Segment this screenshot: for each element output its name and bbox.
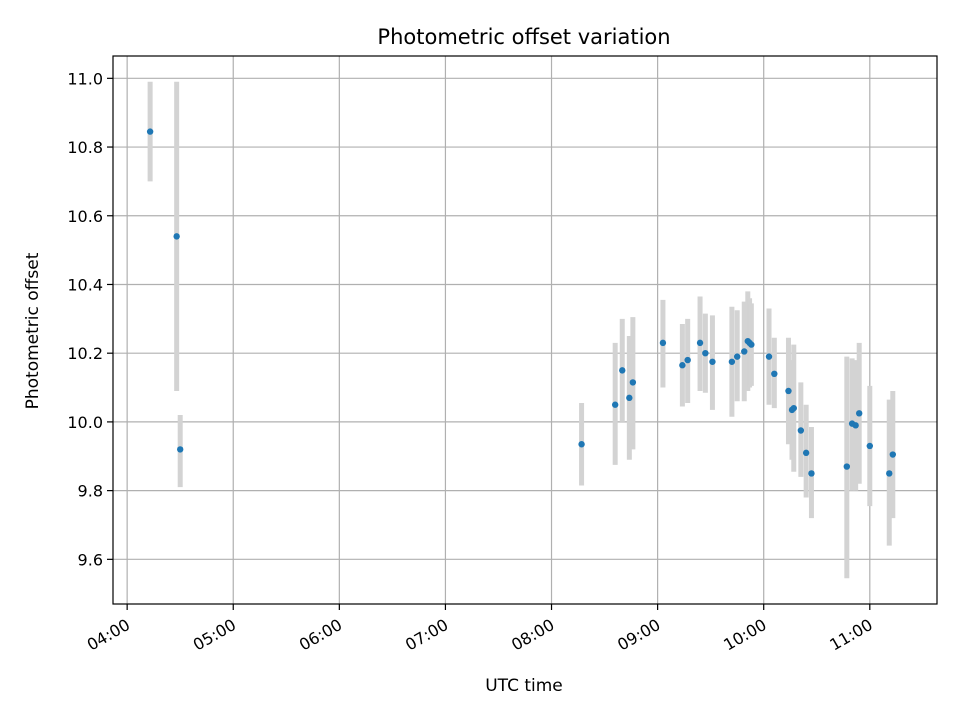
data-point — [728, 358, 736, 365]
data-point — [709, 358, 716, 365]
data-point — [146, 128, 154, 135]
y-axis-label: Photometric offset — [23, 252, 43, 409]
data-point — [889, 451, 896, 458]
y-tick-label: 10.2 — [67, 344, 103, 363]
data-point — [629, 379, 637, 386]
data-point — [659, 339, 667, 347]
x-axis-ticks: 04:00 05:00 06:00 07:00 08:00 09:00 10:00 11:00 — [84, 604, 876, 655]
data-point — [785, 387, 792, 395]
data-point — [765, 353, 773, 360]
data-point — [626, 394, 633, 402]
data-point — [886, 470, 893, 477]
data-point — [611, 401, 619, 408]
y-tick-label: 10.8 — [67, 138, 103, 157]
data-point — [843, 463, 851, 470]
x-tick-label: 09:00 — [614, 615, 663, 655]
data-point — [173, 233, 180, 240]
data-point — [619, 367, 626, 374]
x-tick-label: 04:00 — [84, 615, 133, 655]
data-point — [684, 356, 691, 364]
data-point — [797, 427, 805, 434]
data-point — [866, 442, 874, 450]
y-tick-label: 10.4 — [67, 275, 103, 294]
x-tick-label: 06:00 — [296, 615, 345, 655]
data-point — [702, 349, 709, 357]
y-axis-ticks: 9.6 9.8 10.0 10.2 10.4 10.6 10.8 11.0 — [67, 69, 113, 569]
x-tick-label: 08:00 — [508, 615, 557, 655]
x-tick-label: 07:00 — [402, 615, 451, 655]
x-tick-label: 11:00 — [826, 615, 875, 655]
data-point — [771, 370, 778, 378]
data-point — [802, 449, 810, 457]
x-tick-label: 05:00 — [190, 615, 239, 655]
data-point — [176, 446, 184, 453]
data-point — [733, 353, 741, 360]
data-point — [808, 470, 815, 477]
y-tick-label: 9.6 — [78, 550, 103, 569]
data-point — [855, 410, 863, 417]
x-axis-label: UTC time — [485, 676, 563, 696]
data-point — [578, 441, 585, 448]
plot-frame — [112, 55, 938, 605]
y-tick-label: 10.0 — [67, 413, 103, 432]
error-bars — [147, 81, 896, 579]
data-point — [696, 339, 704, 347]
chart-title: Photometric offset variation — [377, 25, 670, 49]
grid — [113, 56, 937, 604]
y-tick-label: 9.8 — [78, 482, 103, 501]
data-points — [146, 128, 896, 477]
data-point — [748, 341, 755, 348]
x-tick-label: 10:00 — [720, 615, 769, 655]
data-point — [790, 404, 797, 412]
y-tick-label: 11.0 — [67, 69, 103, 88]
data-point — [679, 362, 686, 369]
data-point — [741, 348, 748, 355]
y-tick-label: 10.6 — [67, 207, 103, 226]
data-point — [852, 422, 859, 429]
